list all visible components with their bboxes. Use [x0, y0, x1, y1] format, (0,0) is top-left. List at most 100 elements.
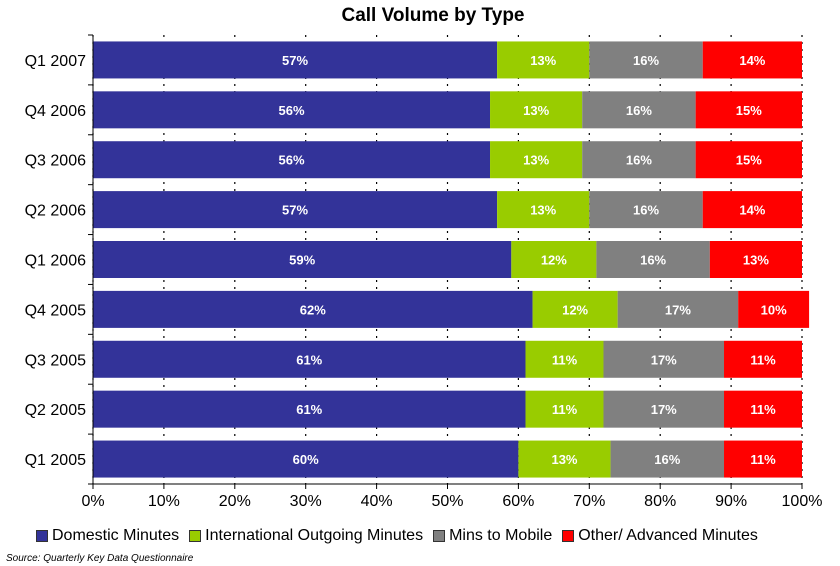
source-note: Source: Quarterly Key Data Questionnaire — [6, 553, 194, 564]
bar-segment — [93, 440, 519, 478]
legend-label: Domestic Minutes — [52, 527, 180, 544]
bar-segment — [709, 241, 802, 278]
bar-segment — [490, 91, 583, 129]
bar-segment — [93, 340, 526, 378]
data-label: 56% — [279, 103, 305, 118]
data-label: 13% — [530, 203, 556, 218]
bar-segment — [518, 440, 611, 478]
data-label: 16% — [640, 253, 666, 268]
data-label: 16% — [654, 452, 680, 467]
data-label: 61% — [296, 352, 322, 367]
bar-segment — [724, 340, 802, 378]
data-label: 57% — [282, 203, 308, 218]
x-tick-label: 40% — [361, 493, 393, 510]
bar-segment — [603, 390, 725, 428]
x-tick-label: 20% — [219, 493, 251, 510]
data-label: 60% — [293, 452, 319, 467]
legend-item: Mins to Mobile — [433, 527, 552, 545]
bar-segment — [702, 191, 802, 229]
data-label: 15% — [736, 153, 762, 168]
data-label: 15% — [736, 103, 762, 118]
data-label: 13% — [551, 452, 577, 467]
data-label: 14% — [739, 203, 765, 218]
bar-segment — [617, 290, 739, 328]
data-label: 17% — [651, 402, 677, 417]
data-label: 16% — [626, 153, 652, 168]
bar-segment — [610, 440, 725, 478]
bar-segment — [93, 241, 512, 278]
data-label: 14% — [739, 53, 765, 68]
legend-label: Other/ Advanced Minutes — [578, 527, 758, 544]
legend: Domestic Minutes International Outgoing M… — [36, 527, 768, 545]
bar-segment — [93, 390, 526, 428]
bar-segment — [582, 141, 696, 179]
x-tick-label: 60% — [502, 493, 534, 510]
bar-segment — [724, 390, 802, 428]
bar-segment — [596, 241, 710, 278]
x-tick-label: 50% — [431, 493, 463, 510]
x-tick-label: 90% — [715, 493, 747, 510]
data-label: 62% — [300, 302, 326, 317]
bar-segment — [582, 91, 696, 129]
legend-item: Domestic Minutes — [36, 527, 179, 545]
data-label: 13% — [743, 253, 769, 268]
category-label: Q1 2007 — [25, 53, 86, 70]
legend-swatch — [189, 530, 202, 542]
bar-segment — [93, 290, 533, 328]
category-label: Q3 2006 — [25, 153, 86, 170]
x-tick-label: 30% — [290, 493, 322, 510]
legend-item: Other/ Advanced Minutes — [562, 527, 758, 545]
x-tick-label: 0% — [81, 493, 104, 510]
category-label: Q2 2006 — [25, 203, 86, 220]
category-label: Q3 2005 — [25, 352, 86, 369]
data-label: 56% — [279, 153, 305, 168]
chart-title: Call Volume by Type — [341, 5, 525, 26]
x-tick-label: 80% — [644, 493, 676, 510]
data-label: 11% — [750, 452, 776, 467]
data-label: 57% — [282, 53, 308, 68]
data-label: 12% — [562, 302, 588, 317]
data-label: 16% — [626, 103, 652, 118]
bar-segment — [93, 41, 498, 79]
bar-segment — [603, 340, 725, 378]
data-label: 12% — [541, 253, 567, 268]
x-tick-label: 10% — [148, 493, 180, 510]
bar-segment — [511, 241, 597, 278]
category-label: Q1 2005 — [25, 452, 86, 469]
legend-item: International Outgoing Minutes — [189, 527, 423, 545]
legend-swatch — [433, 530, 446, 542]
bar-segment — [490, 141, 583, 179]
bar-segment — [589, 41, 703, 79]
data-label: 11% — [750, 352, 776, 367]
bar-segment — [93, 191, 498, 229]
category-label: Q2 2005 — [25, 402, 86, 419]
data-label: 11% — [750, 402, 776, 417]
data-label: 11% — [552, 402, 578, 417]
bar-segment — [702, 41, 802, 79]
bar-segment — [525, 340, 604, 378]
bar-segment — [497, 41, 590, 79]
data-label: 17% — [651, 352, 677, 367]
data-label: 16% — [633, 53, 659, 68]
data-label: 17% — [665, 302, 691, 317]
x-tick-label: 100% — [782, 493, 823, 510]
category-label: Q4 2006 — [25, 103, 86, 120]
legend-label: International Outgoing Minutes — [205, 527, 424, 544]
legend-swatch — [562, 530, 575, 542]
bar-segment — [695, 141, 802, 179]
category-label: Q4 2005 — [25, 302, 86, 319]
bar-segment — [695, 91, 802, 129]
bar-segment — [532, 290, 618, 328]
x-tick-label: 70% — [573, 493, 605, 510]
bar-segment — [93, 91, 491, 129]
chart-plot: 57% 13% 16% 14% Q1 2007 56% 13% 16% 15% Q4 2006 56… — [25, 34, 823, 510]
data-label: 10% — [761, 302, 787, 317]
legend-label: Mins to Mobile — [449, 527, 553, 544]
legend-swatch — [36, 530, 48, 542]
data-label: 13% — [523, 153, 549, 168]
bar-segment — [93, 141, 491, 179]
data-label: 11% — [552, 352, 578, 367]
bar-segment — [497, 191, 590, 229]
data-label: 16% — [633, 203, 659, 218]
bar-segment — [724, 440, 802, 478]
